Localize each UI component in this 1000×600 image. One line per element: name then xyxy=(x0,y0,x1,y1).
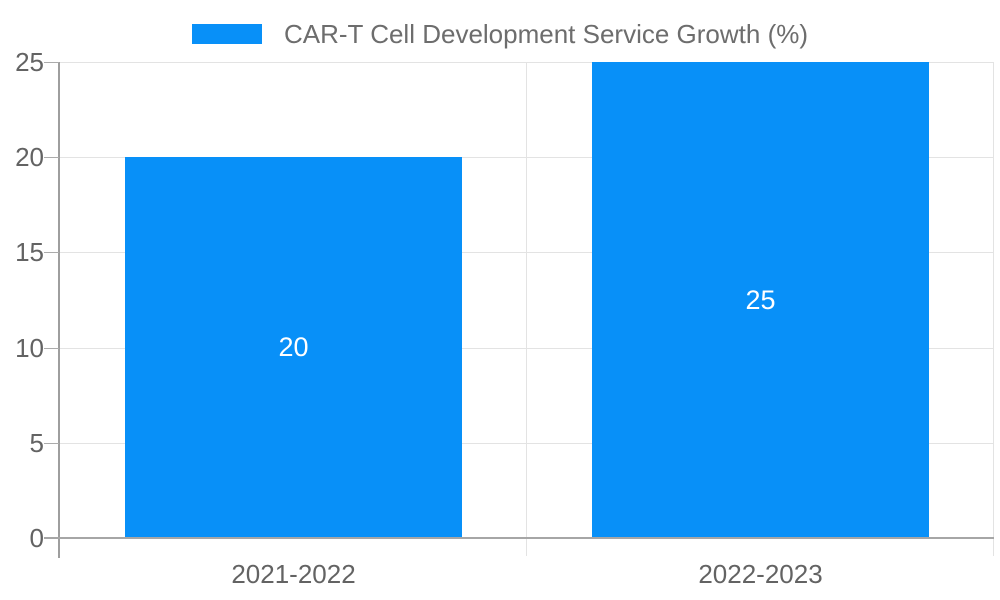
legend-swatch xyxy=(192,24,262,44)
y-tick-25 xyxy=(44,62,59,63)
bar-value-label: 25 xyxy=(745,284,776,315)
y-axis-label-0: 0 xyxy=(29,523,44,553)
plot-area: 20 25 xyxy=(60,62,994,556)
y-tick-15 xyxy=(44,252,59,253)
y-axis-label-15: 15 xyxy=(15,237,44,267)
bar-2021-2022[interactable]: 20 xyxy=(125,157,462,538)
gridline-15 xyxy=(60,252,994,254)
legend-label: CAR-T Cell Development Service Growth (%… xyxy=(284,18,808,49)
band-separator-1 xyxy=(526,62,527,556)
y-axis-line xyxy=(58,62,60,558)
x-axis-line xyxy=(44,537,994,539)
bar-value-label: 20 xyxy=(278,332,309,363)
y-axis-label-10: 10 xyxy=(15,333,44,363)
band-separator-2 xyxy=(993,62,994,556)
gridline-25 xyxy=(60,62,994,63)
y-axis-label-5: 5 xyxy=(29,428,44,458)
y-tick-10 xyxy=(44,348,59,349)
legend[interactable]: CAR-T Cell Development Service Growth (%… xyxy=(0,18,1000,49)
y-tick-20 xyxy=(44,157,59,158)
x-axis-label-2022-2023: 2022-2023 xyxy=(698,559,823,589)
gridline-10 xyxy=(60,347,994,349)
y-axis-label-25: 25 xyxy=(15,47,44,77)
y-tick-5 xyxy=(44,443,59,444)
gridline-5 xyxy=(60,442,994,444)
gridline-20 xyxy=(60,157,994,159)
y-axis-label-20: 20 xyxy=(15,142,44,172)
bar-2022-2023[interactable]: 25 xyxy=(592,62,929,538)
x-axis-label-2021-2022: 2021-2022 xyxy=(231,559,356,589)
